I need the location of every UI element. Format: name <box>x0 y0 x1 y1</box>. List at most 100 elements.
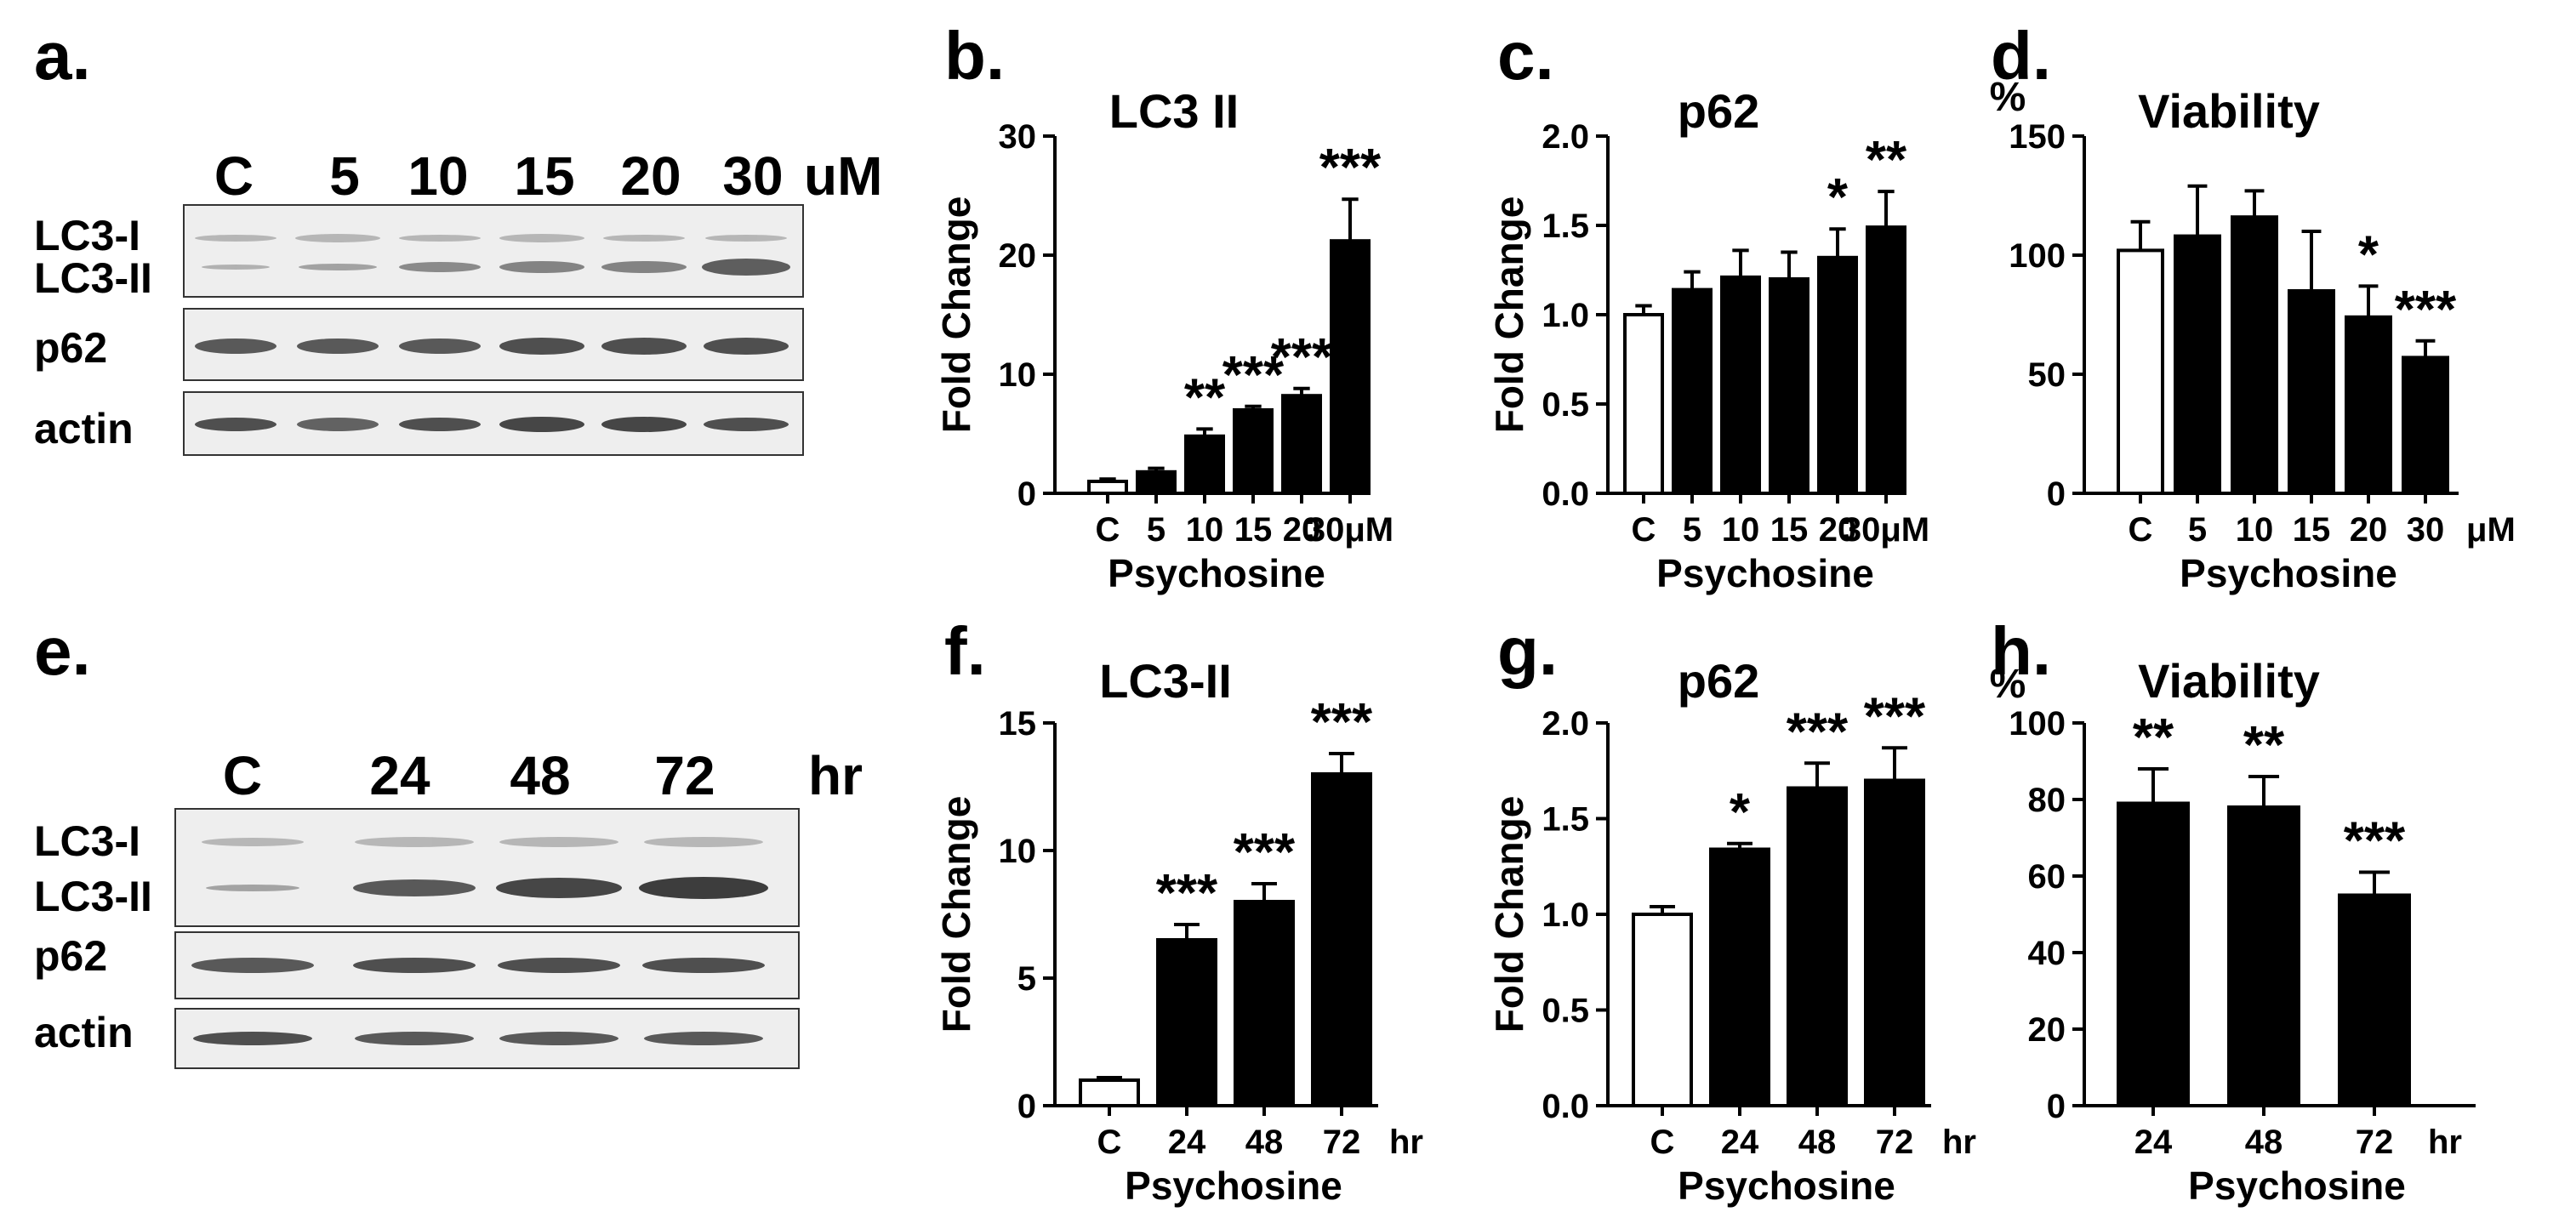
chart-title: Viability <box>2138 84 2320 138</box>
y-axis-label: % <box>1990 75 2026 120</box>
blot-bands <box>195 234 790 276</box>
x-unit-label: hr <box>1389 1124 1423 1161</box>
y-tick-label: 1.5 <box>1542 801 1589 839</box>
x-tick-label: 72 <box>1876 1124 1914 1161</box>
bar <box>2288 289 2335 495</box>
bar <box>1234 900 1295 1107</box>
blot-membrane-p62 <box>183 308 804 381</box>
significance-label: *** <box>1271 328 1333 387</box>
y-tick-label: 0 <box>1017 1088 1036 1125</box>
y-tick-label: 1.0 <box>1542 297 1589 334</box>
bar <box>2117 248 2164 495</box>
bar <box>1281 394 1322 496</box>
bar <box>2402 356 2449 495</box>
y-tick-label: 80 <box>2028 782 2066 819</box>
significance-label: ** <box>2243 716 2285 775</box>
chart-title: LC3-II <box>1099 654 1232 708</box>
x-tick-label: 30μM <box>1843 511 1929 549</box>
x-tick-label: 20 <box>1283 511 1321 549</box>
x-tick-label: C <box>1097 1124 1122 1161</box>
panel-letter-e: e. <box>34 613 91 689</box>
blot-bands <box>195 417 789 432</box>
lane-label: 72 <box>654 745 715 806</box>
y-tick-label: 2.0 <box>1542 705 1589 743</box>
significance-label: *** <box>1234 823 1296 882</box>
x-tick-label: 24 <box>1721 1124 1759 1161</box>
panel-letter-h: h. <box>1991 613 2052 689</box>
x-tick-label: 24 <box>1168 1124 1206 1161</box>
x-tick-label: C <box>1632 511 1656 549</box>
x-tick-label: 30μM <box>1307 511 1393 549</box>
significance-label: *** <box>1319 139 1382 197</box>
x-tick-label: 72 <box>2356 1124 2394 1161</box>
significance-label: * <box>2358 225 2379 284</box>
bar <box>1087 480 1128 495</box>
chart-title: p62 <box>1678 84 1760 138</box>
y-tick-label: 40 <box>2028 935 2066 972</box>
chart-title: Viability <box>2138 654 2320 708</box>
lane-label: C <box>214 145 254 207</box>
x-tick-label: 24 <box>2134 1124 2173 1161</box>
y-tick-label: 50 <box>2028 356 2066 394</box>
lane-label: 30 <box>722 145 784 207</box>
bar <box>1817 255 1858 496</box>
x-tick-label: 48 <box>1798 1124 1837 1161</box>
blot-bands <box>195 338 789 355</box>
bar <box>2231 215 2278 495</box>
lane-label: C <box>222 745 263 806</box>
blot-bands <box>202 837 768 899</box>
x-tick-label: 15 <box>2293 511 2331 549</box>
lane-label: 24 <box>369 745 430 806</box>
x-unit-label: hr <box>1942 1124 1976 1161</box>
blot-membrane-lc3 <box>183 204 804 298</box>
bar <box>1156 938 1217 1107</box>
x-tick-label: 20 <box>2350 511 2388 549</box>
significance-label: * <box>1827 168 1849 227</box>
bar <box>1623 313 1664 495</box>
y-tick-label: 100 <box>2009 237 2066 275</box>
y-tick-label: 150 <box>2009 118 2066 156</box>
unit-label: hr <box>808 745 863 806</box>
bar <box>2117 801 2190 1107</box>
significance-label: ** <box>1866 131 1907 190</box>
x-tick-label: 15 <box>1234 511 1273 549</box>
panel-letter-c: c. <box>1497 18 1554 94</box>
bar <box>1632 913 1693 1107</box>
bar <box>2338 893 2411 1107</box>
x-tick-label: 30 <box>2407 511 2445 549</box>
chart-c: p62 0.0 0.5 1.0 1.5 2.0 Fold Change C 5 10 15 20 * 30… <box>1487 84 1929 595</box>
blot-membrane-p62 <box>174 931 800 999</box>
y-axis-label: % <box>1990 662 2026 707</box>
chart-g: p62 0.0 0.5 1.0 1.5 2.0 Fold Change C 24 * 48 *** 72… <box>1487 654 1976 1208</box>
blot-membrane-actin <box>174 1008 800 1069</box>
x-axis-label: Psychosine <box>1656 551 1874 595</box>
bar <box>1672 287 1713 495</box>
x-axis-label: Psychosine <box>1108 551 1325 595</box>
x-axis-label: Psychosine <box>2180 551 2397 595</box>
chart-f: LC3-II 0 5 10 15 Fold Change C 24 *** 48 *** 72 *** h… <box>934 654 1423 1208</box>
y-tick-label: 15 <box>999 705 1037 743</box>
bar <box>1769 277 1809 495</box>
y-axis-label: Fold Change <box>1487 196 1531 434</box>
blot-row-label: LC3-II <box>34 873 152 920</box>
lane-label: 10 <box>407 145 469 207</box>
bar <box>1866 225 1906 495</box>
blot-row-label: actin <box>34 405 134 452</box>
blot-row-label: p62 <box>34 932 108 980</box>
x-tick-label: 10 <box>1186 511 1224 549</box>
y-tick-label: 0 <box>2047 475 2066 513</box>
y-tick-label: 1.5 <box>1542 208 1589 245</box>
x-tick-label: 10 <box>2236 511 2274 549</box>
y-tick-label: 5 <box>1017 960 1036 998</box>
panel-letter-a: a. <box>34 18 91 94</box>
x-tick-label: 5 <box>2188 511 2207 549</box>
chart-d: Viability 0 50 100 150% C 5 10 15 20 * 30 *** μM Psych… <box>1990 75 2516 595</box>
panel-letter-f: f. <box>944 613 986 689</box>
x-axis-label: Psychosine <box>1125 1164 1342 1208</box>
lane-label: 15 <box>514 145 575 207</box>
y-tick-label: 20 <box>999 237 1037 275</box>
x-tick-label: 10 <box>1722 511 1760 549</box>
bar <box>2174 234 2221 495</box>
blot-row-label: LC3-II <box>34 254 152 302</box>
y-tick-label: 2.0 <box>1542 118 1589 156</box>
